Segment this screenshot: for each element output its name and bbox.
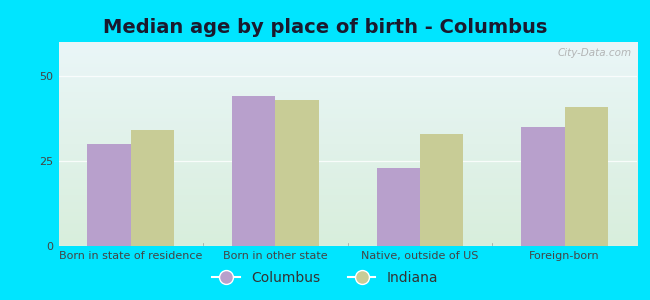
Bar xyxy=(565,106,608,246)
Text: Median age by place of birth - Columbus: Median age by place of birth - Columbus xyxy=(103,18,547,37)
Bar xyxy=(232,96,276,246)
Bar xyxy=(521,127,565,246)
Bar xyxy=(377,168,420,246)
Text: City-Data.com: City-Data.com xyxy=(557,48,631,58)
Legend: Columbus, Indiana: Columbus, Indiana xyxy=(206,265,444,290)
Bar xyxy=(87,144,131,246)
Bar xyxy=(420,134,463,246)
Bar xyxy=(131,130,174,246)
Bar xyxy=(276,100,318,246)
